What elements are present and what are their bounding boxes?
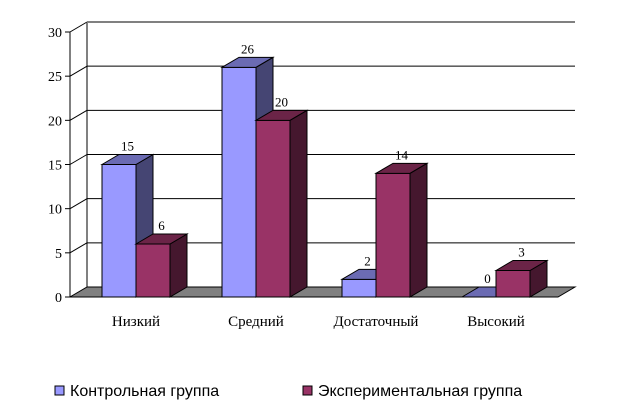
bars [100,56,549,298]
data-label: 15 [121,139,134,154]
y-tick-label: 5 [55,247,62,262]
data-labels: 15 6 26 20 2 14 0 3 [121,41,525,286]
legend-label: Экспериментальная группа [318,383,522,400]
gridline-side [69,21,88,33]
x-axis-categories: Низкий Средний Достаточный Высокий [112,314,525,330]
bar [134,233,189,298]
data-label: 14 [395,147,409,162]
gridline-side [69,242,88,254]
bar [374,162,429,298]
y-tick-label: 0 [55,291,62,306]
gridline-side [69,65,88,77]
x-category-label: Средний [228,314,284,330]
data-label: 26 [241,41,255,56]
x-category-label: Низкий [112,314,160,330]
gridline-side [69,109,88,121]
y-axis: 0 5 10 15 20 25 30 [48,26,71,306]
legend-swatch [54,385,65,396]
y-tick-label: 10 [48,203,62,218]
gridlines [69,21,575,254]
legend-label: Контрольная группа [70,383,219,400]
bar [254,109,309,298]
data-label: 2 [364,253,371,268]
gridline-side [69,198,88,210]
y-tick-label: 30 [48,26,62,41]
legend: Контрольная группа Экспериментальная груп… [54,383,522,400]
gridline-side [69,154,88,165]
data-label: 6 [158,218,165,233]
x-category-label: Высокий [467,314,525,330]
data-label: 20 [275,94,288,109]
y-tick-label: 20 [48,114,62,129]
data-label: 0 [484,271,491,286]
legend-swatch [302,385,313,396]
y-tick-label: 15 [48,159,62,174]
data-label: 3 [518,245,525,260]
y-tick-label: 25 [48,70,62,85]
bar [494,259,549,298]
x-category-label: Достаточный [334,314,419,330]
